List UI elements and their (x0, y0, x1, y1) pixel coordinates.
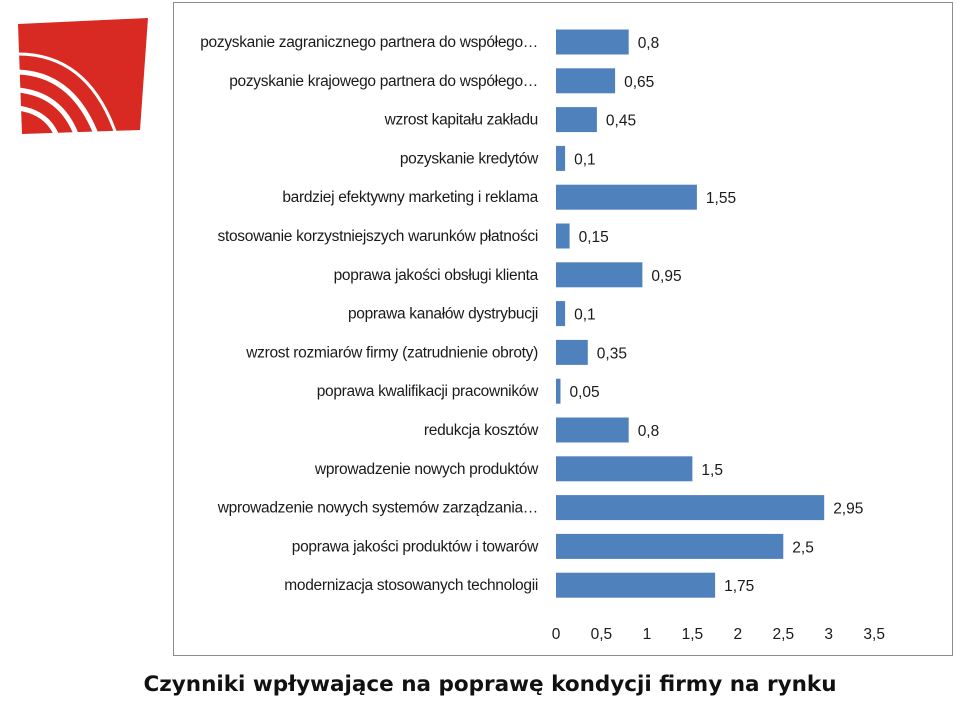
bar (556, 572, 716, 598)
bar (556, 223, 570, 249)
category-label: wprowadzenie nowych produktów (314, 461, 539, 478)
data-label: 0,35 (597, 345, 627, 362)
bar (556, 184, 697, 210)
data-label: 1,75 (724, 578, 754, 595)
x-tick-label: 0,5 (591, 626, 613, 643)
data-label: 0,8 (638, 35, 660, 52)
category-label: stosowanie korzystniejszych warunków pła… (218, 228, 538, 245)
bar (556, 533, 784, 559)
data-label: 0,1 (574, 151, 596, 168)
category-label: wzrost rozmiarów firmy (zatrudnienie obr… (245, 344, 538, 361)
data-label: 0,95 (651, 268, 681, 285)
category-label: poprawa jakości obsługi klienta (334, 267, 539, 284)
bar (556, 301, 566, 327)
logo (17, 18, 148, 136)
category-label: wzrost kapitału zakładu (384, 112, 538, 129)
data-label: 0,15 (579, 229, 609, 246)
category-label: poprawa kwalifikacji pracowników (317, 383, 539, 400)
logo-white-curves (17, 69, 99, 136)
data-label: 1,55 (706, 190, 736, 207)
x-tick-label: 3 (824, 626, 833, 643)
data-label: 2,95 (833, 501, 863, 518)
chart-title: Czynniki wpływające na poprawę kondycji … (143, 672, 837, 697)
category-label: pozyskanie zagranicznego partnera do wsp… (200, 34, 538, 51)
category-label: poprawa kanałów dystrybucji (348, 306, 538, 323)
data-label: 2,5 (792, 539, 814, 556)
x-tick-label: 1 (643, 626, 652, 643)
bar (556, 417, 629, 443)
bar (556, 107, 597, 133)
x-tick-label: 3,5 (863, 626, 885, 643)
logo-red-shape (18, 18, 148, 134)
bar (556, 29, 629, 55)
category-label: pozyskanie krajowego partnera do współeg… (229, 73, 538, 90)
x-tick-label: 2 (733, 626, 742, 643)
category-label: bardziej efektywny marketing i reklama (282, 189, 538, 206)
bar (556, 145, 566, 171)
logo-white-accent (17, 52, 118, 135)
x-tick-label: 1,5 (682, 626, 704, 643)
data-label: 0,45 (606, 113, 636, 130)
bar (556, 262, 643, 288)
bar-chart: pozyskanie zagranicznego partnera do wsp… (200, 29, 885, 643)
x-tick-label: 2,5 (773, 626, 795, 643)
bar (556, 68, 616, 94)
chart-area: pozyskanie zagranicznego partnera do wsp… (173, 2, 953, 656)
bar (556, 339, 588, 365)
category-label: redukcja kosztów (424, 422, 539, 439)
data-label: 1,5 (701, 462, 723, 479)
x-tick-label: 0 (552, 626, 561, 643)
data-label: 0,1 (574, 307, 596, 324)
category-label: wprowadzenie nowych systemów zarządzania… (217, 500, 538, 517)
data-label: 0,05 (570, 384, 600, 401)
category-label: pozyskanie kredytów (400, 150, 539, 167)
data-label: 0,8 (638, 423, 660, 440)
data-label: 0,65 (624, 74, 654, 91)
bar (556, 495, 825, 521)
bar (556, 378, 561, 404)
category-label: poprawa jakości produktów i towarów (292, 538, 539, 555)
bar (556, 456, 693, 482)
category-label: modernizacja stosowanych technologii (284, 577, 538, 594)
